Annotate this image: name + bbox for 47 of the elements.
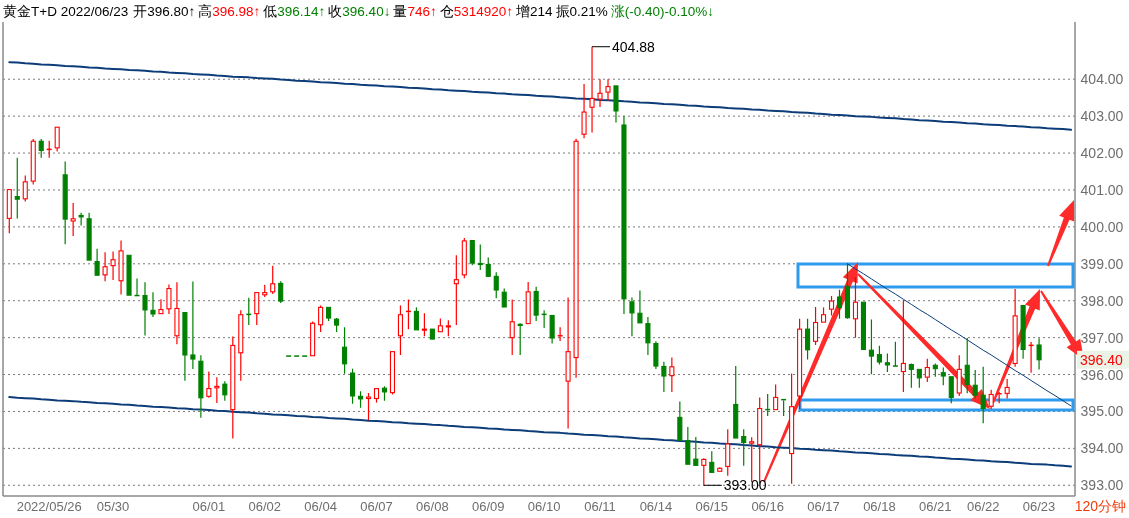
line-series — [846, 263, 1072, 407]
text: 量746↑ — [393, 4, 437, 19]
text: 高396.98↑ — [198, 4, 261, 19]
x-tick-label: 2022/05/26 — [16, 499, 82, 514]
x-tick-label: 05/30 — [96, 499, 130, 514]
y-tick-label: 404.00 — [1080, 71, 1124, 88]
x-tick-label: 06/07 — [360, 499, 393, 514]
line-series — [8, 396, 1073, 468]
x-tick-label: 06/17 — [807, 499, 840, 514]
x-tick-label: 06/22 — [966, 499, 1000, 514]
x-tick-label: 06/16 — [751, 499, 784, 514]
y-tick-label: 398.00 — [1080, 292, 1124, 309]
text: 增214 — [514, 4, 553, 19]
x-tick-label: 06/04 — [304, 499, 337, 514]
x-tick-label: 06/09 — [471, 499, 505, 514]
y-tick-label: 397.00 — [1080, 329, 1124, 346]
x-tick-label: 06/21 — [919, 499, 952, 514]
y-tick-label: 400.00 — [1080, 218, 1124, 235]
x-tick-label: 06/18 — [863, 499, 896, 514]
x-tick-label: 06/10 — [527, 499, 561, 514]
y-tick-label: 395.00 — [1080, 403, 1124, 420]
text: 振0.21% — [555, 4, 608, 19]
text: 开396.80↑ — [133, 4, 196, 19]
text: 120分钟 — [1074, 498, 1126, 514]
y-tick-label: 403.00 — [1080, 108, 1124, 125]
x-tick-label: 06/14 — [639, 499, 673, 514]
y-tick-label: 396.00 — [1080, 366, 1124, 383]
y-tick-label: 393.00 — [1080, 477, 1124, 494]
x-tick-label: 06/15 — [695, 499, 729, 514]
chart-title: 黄金T+D 2022/06/23 — [3, 4, 129, 19]
y-tick-label: 394.00 — [1080, 440, 1124, 457]
line-series — [8, 61, 1073, 131]
text: 收396.40↓ — [328, 4, 391, 19]
annotation: 404.88 — [612, 38, 656, 55]
y-tick-label: 399.00 — [1080, 255, 1124, 272]
x-tick-label: 06/23 — [1022, 499, 1056, 514]
x-tick-label: 06/08 — [416, 499, 449, 514]
text: 涨(-0.40)-0.10%↓ — [610, 4, 715, 19]
annotation: 393.00 — [723, 477, 767, 494]
y-tick-label: 402.00 — [1080, 145, 1124, 162]
x-tick-label: 06/11 — [584, 499, 616, 514]
x-tick-label: 06/02 — [248, 499, 282, 514]
text: 低396.14↑ — [263, 4, 326, 19]
y-tick-label: 401.00 — [1080, 181, 1124, 198]
text: 396.40 — [1080, 351, 1124, 368]
text: 仓5314920↑ — [439, 4, 513, 19]
x-tick-label: 06/01 — [192, 499, 226, 514]
